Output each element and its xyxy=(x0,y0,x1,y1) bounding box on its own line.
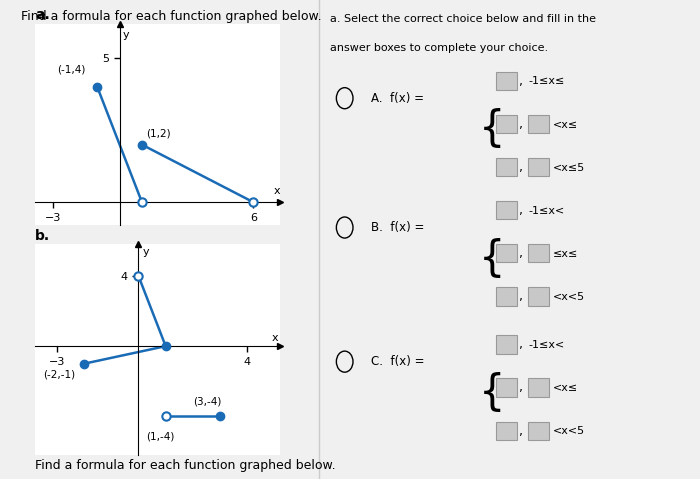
Text: B.  f(x) =: B. f(x) = xyxy=(371,221,424,234)
Text: {: { xyxy=(479,108,505,150)
Bar xyxy=(496,244,517,262)
Text: ,: , xyxy=(519,75,523,88)
Bar xyxy=(528,378,549,397)
Text: ,: , xyxy=(519,338,523,352)
Text: a.: a. xyxy=(35,8,50,22)
Text: a. Select the correct choice below and fill in the: a. Select the correct choice below and f… xyxy=(330,14,596,24)
Bar xyxy=(496,378,517,397)
Text: ,: , xyxy=(519,381,523,395)
Text: ,: , xyxy=(519,424,523,438)
Bar xyxy=(528,244,549,262)
Text: (1,2): (1,2) xyxy=(146,128,171,138)
Text: <x≤5: <x≤5 xyxy=(552,163,584,172)
Bar xyxy=(496,287,517,306)
Bar xyxy=(496,72,517,90)
Text: ,: , xyxy=(519,118,523,131)
Text: <x<5: <x<5 xyxy=(552,426,584,436)
Text: (-1,4): (-1,4) xyxy=(57,65,85,75)
Text: ,: , xyxy=(519,247,523,261)
Bar xyxy=(528,287,549,306)
Text: (1,-4): (1,-4) xyxy=(146,431,175,441)
Text: b.: b. xyxy=(35,228,50,242)
Text: {: { xyxy=(479,372,505,414)
Text: {: { xyxy=(479,238,505,280)
Text: ,: , xyxy=(519,161,523,174)
Text: <x<5: <x<5 xyxy=(552,292,584,302)
Text: A.  f(x) =: A. f(x) = xyxy=(371,91,424,105)
Text: Find a formula for each function graphed below.: Find a formula for each function graphed… xyxy=(21,10,321,23)
Bar xyxy=(496,115,517,133)
Text: -1≤x<: -1≤x< xyxy=(528,206,564,216)
Bar xyxy=(528,158,549,176)
Text: (3,-4): (3,-4) xyxy=(193,396,221,406)
Text: y: y xyxy=(123,30,130,40)
Text: -1≤x≤: -1≤x≤ xyxy=(528,77,564,86)
Bar xyxy=(496,201,517,219)
Text: x: x xyxy=(273,185,280,195)
Text: ,: , xyxy=(519,204,523,217)
Text: answer boxes to complete your choice.: answer boxes to complete your choice. xyxy=(330,43,547,53)
Text: ,: , xyxy=(519,290,523,304)
Bar xyxy=(496,335,517,354)
Text: y: y xyxy=(143,247,149,257)
Bar xyxy=(496,422,517,440)
Text: x: x xyxy=(272,333,279,343)
Text: (-2,-1): (-2,-1) xyxy=(43,370,76,380)
Text: <x≤: <x≤ xyxy=(552,120,578,129)
Text: C.  f(x) =: C. f(x) = xyxy=(371,355,425,368)
Text: <x≤: <x≤ xyxy=(552,383,578,393)
Bar xyxy=(528,422,549,440)
Bar xyxy=(528,115,549,133)
Text: -1≤x<: -1≤x< xyxy=(528,340,564,350)
Bar xyxy=(496,158,517,176)
Text: ≤x≤: ≤x≤ xyxy=(552,249,578,259)
Text: Find a formula for each function graphed below.: Find a formula for each function graphed… xyxy=(35,459,335,472)
